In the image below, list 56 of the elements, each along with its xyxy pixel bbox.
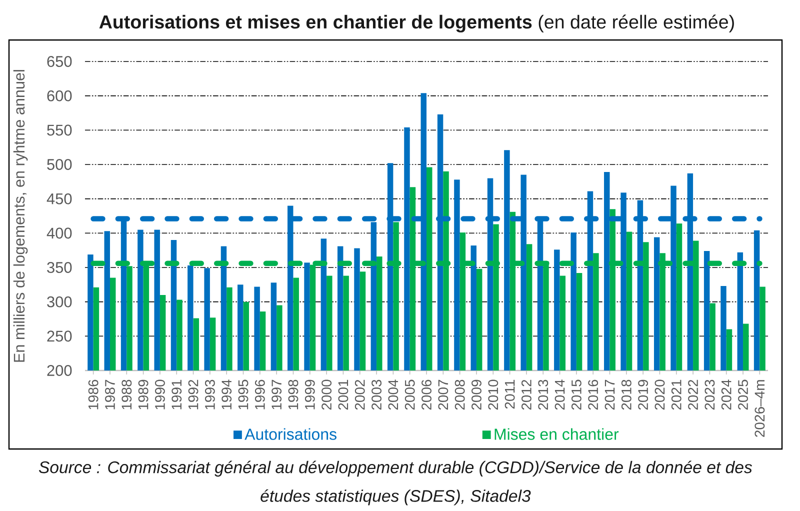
legend-label: Autorisations [244,428,336,440]
x-tick-label: 2007 [438,380,448,410]
y-tick-label: 200 [47,365,72,376]
x-tick-label: 2021 [671,380,682,410]
x-tick-label: 2024 [721,380,732,410]
x-tick-label: 2022 [688,380,698,410]
x-tick-label: 2018 [621,380,632,410]
x-tick-label: 2000 [322,380,332,410]
x-tick-label: 1990 [155,380,165,410]
x-tick-label: 2016 [588,380,598,410]
x-tick-label: 2001 [338,380,348,410]
y-tick-label: 250 [47,330,72,342]
x-tick-label: 2003 [372,380,382,410]
x-tick-label: 1994 [222,380,232,410]
x-tick-label: 2012 [522,380,532,410]
x-tick-label: 1992 [188,380,198,410]
x-tick-label: 1998 [288,380,298,410]
x-tick-label: 1987 [105,380,115,410]
x-tick-label: 2009 [472,380,482,410]
y-axis-title: En milliers de logements, en ryhtme annuel [13,70,28,362]
x-tick-label: 1991 [172,380,182,410]
x-tick-label: 2006 [422,380,432,410]
x-tick-label: 2020 [654,380,665,410]
y-tick-label: 400 [46,228,72,239]
x-tick-label: 2004 [388,380,398,410]
x-tick-label: 2005 [404,380,415,410]
x-tick-label: 2002 [354,380,365,410]
x-tick-label: 1999 [304,380,315,410]
x-tick-label: 1997 [272,380,282,410]
y-tick-label: 500 [47,159,72,170]
x-tick-label: 2023 [704,380,715,410]
x-tick-label: 2008 [454,380,465,410]
x-tick-label: 1986 [88,380,98,410]
x-tick-label: 1993 [204,380,215,410]
x-tick-label: 1989 [138,380,148,410]
y-tick-label: 550 [47,124,72,136]
source-note: Source : Commissariat général au développement durable (CGDD)/Service de la donnée et des études statistiques (SDES), Sitadel3 [38,460,752,506]
x-tick-label: 1996 [254,380,265,410]
y-tick-label: 300 [47,296,72,308]
x-tick-label: 1995 [238,380,248,410]
x-tick-label: 2010 [488,380,498,410]
x-tick-label: 2025 [738,380,748,410]
x-tick-label: 2011 [504,380,515,409]
chart-title: Autorisations et mises en chantier de logements (en date réelle estimée) [99,14,734,32]
y-tick-label: 450 [46,193,72,204]
y-tick-label: 600 [47,90,72,102]
x-tick-label: 2026–4m [754,380,765,437]
x-tick-label: 1988 [122,380,132,410]
y-tick-label: 650 [47,56,72,67]
x-tick-label: 2019 [638,380,648,410]
y-tick-label: 350 [47,262,72,273]
legend-label: Mises en chantier [494,428,619,440]
x-tick-label: 2015 [571,380,582,410]
x-tick-label: 2017 [604,380,615,410]
x-tick-label: 2014 [554,380,565,410]
x-tick-label: 2013 [538,380,548,410]
